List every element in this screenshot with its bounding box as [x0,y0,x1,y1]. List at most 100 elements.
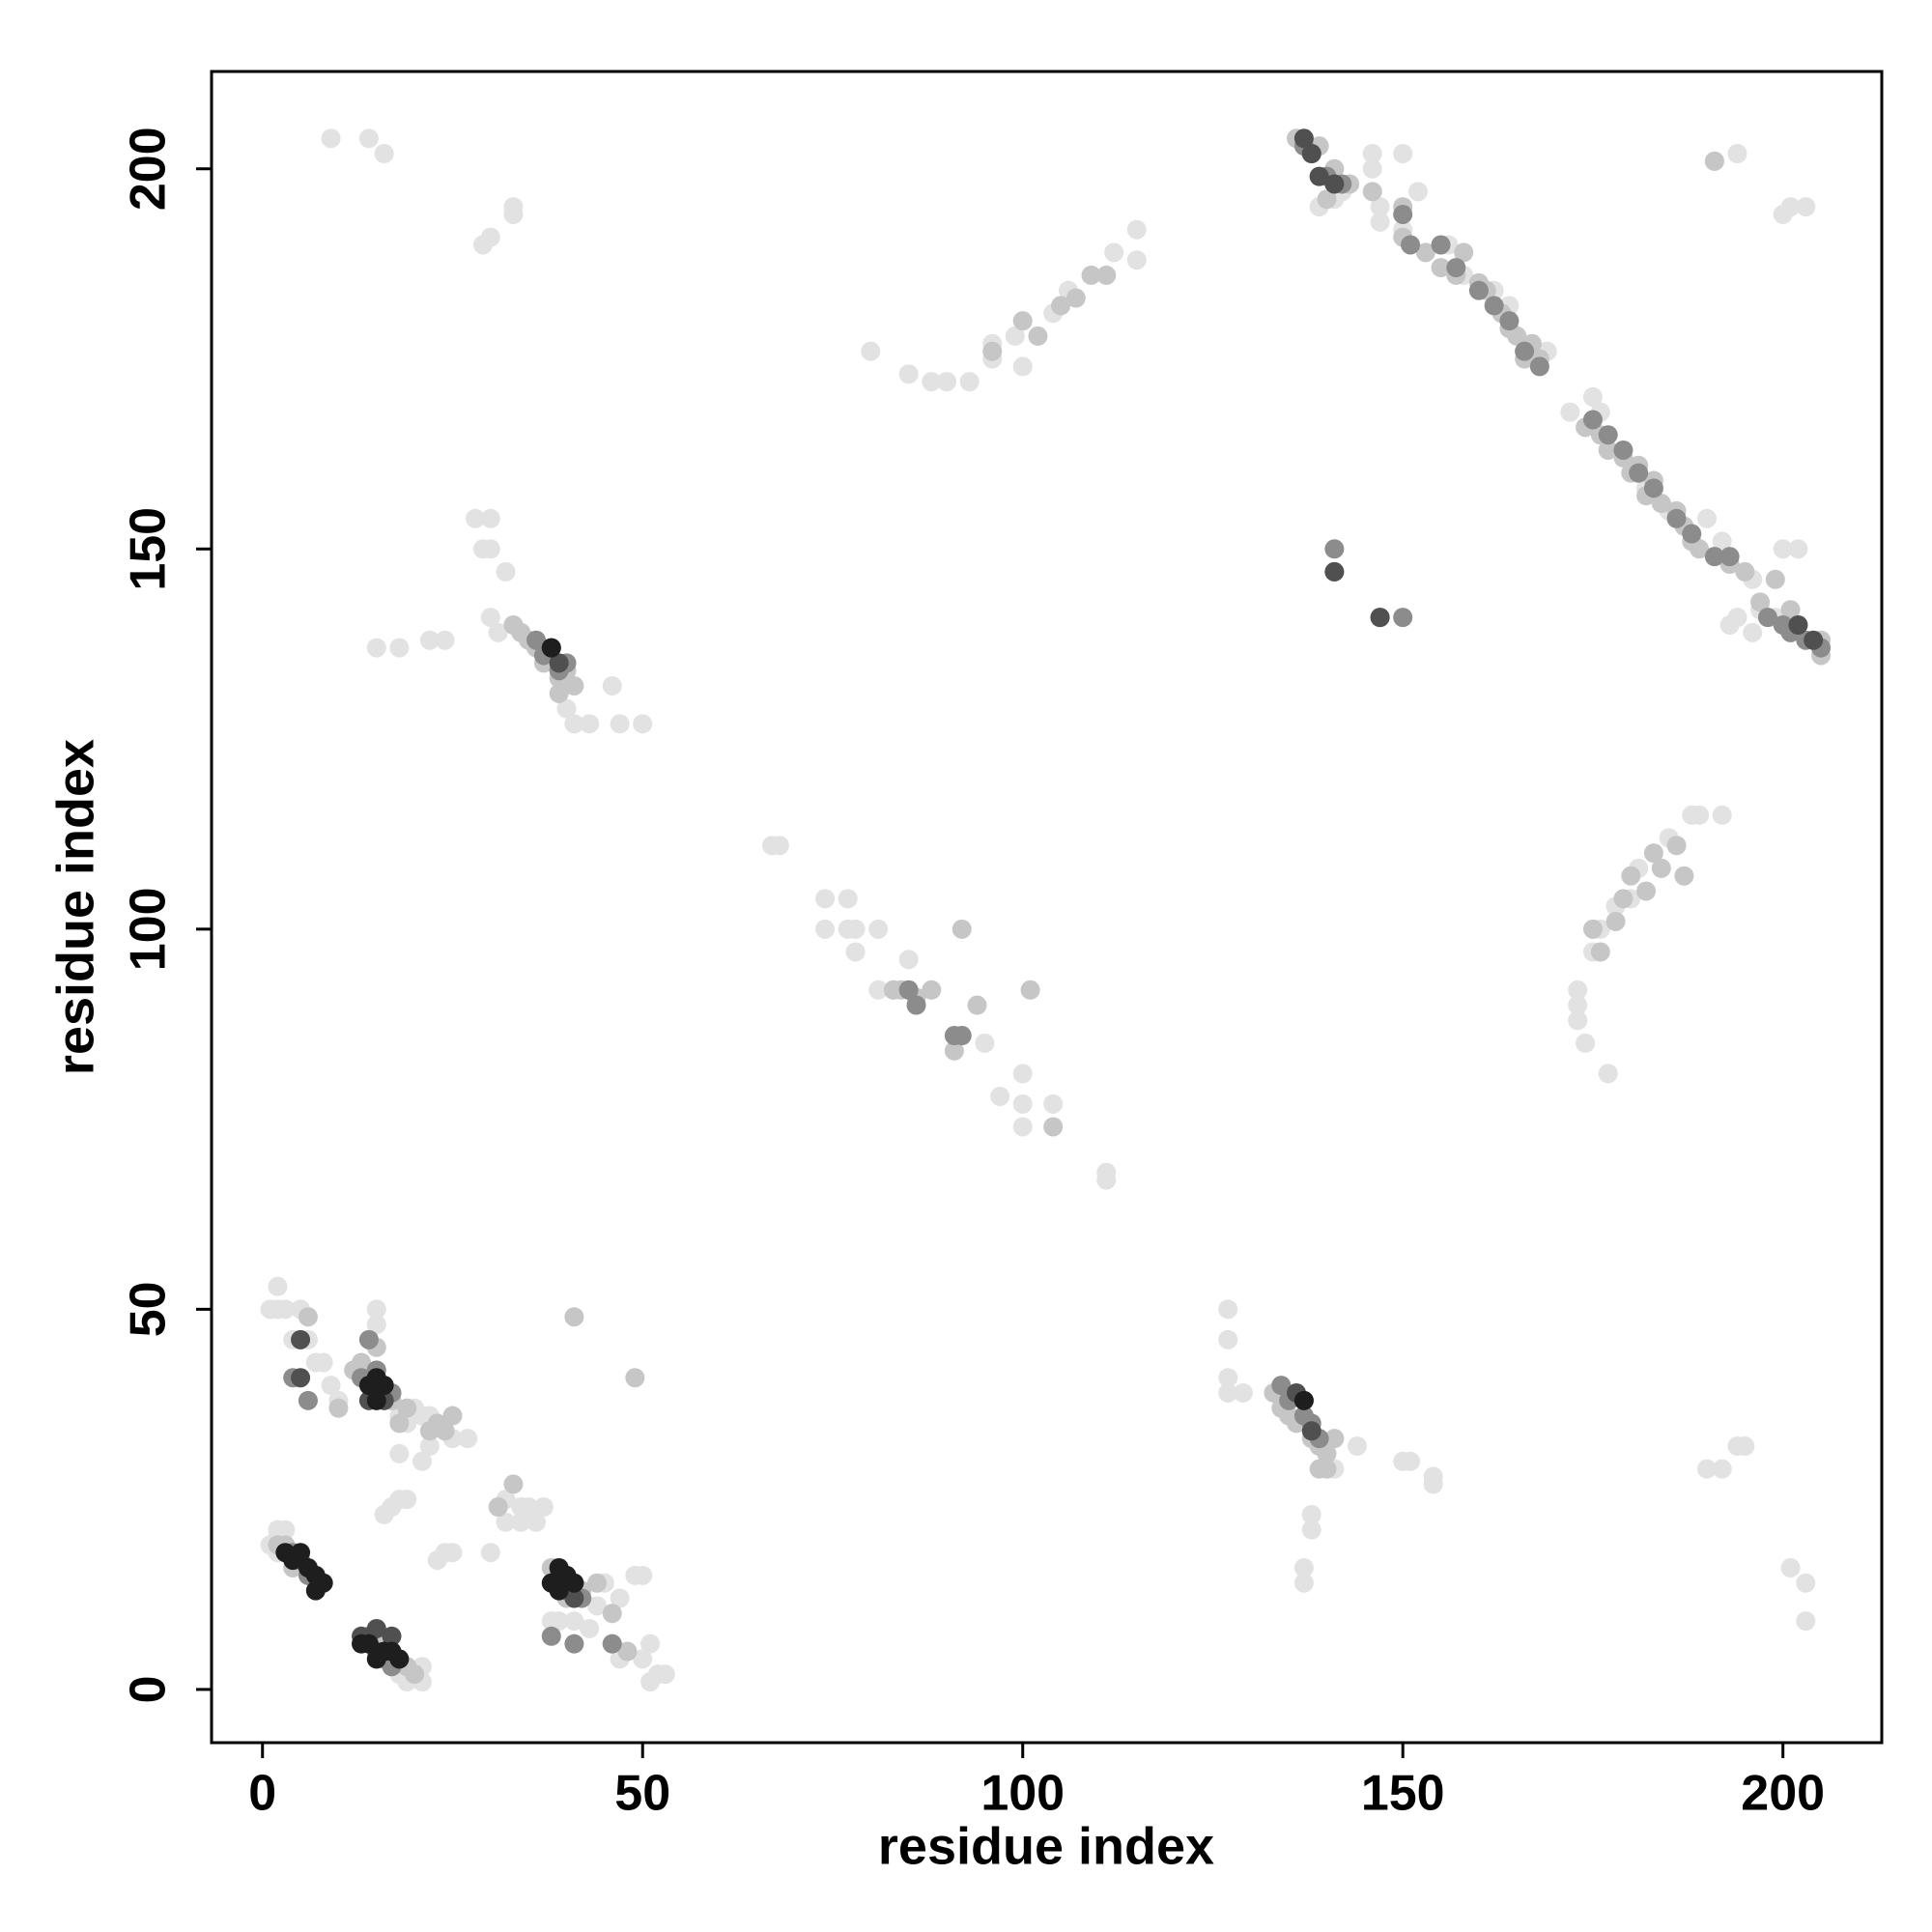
point [1370,197,1390,217]
point [549,1557,569,1577]
point [1218,1299,1238,1320]
point [1582,386,1603,407]
point [389,1443,410,1463]
point [1727,608,1747,628]
point [1324,539,1345,559]
point [1696,508,1717,528]
point [587,1596,607,1616]
point [1393,204,1413,224]
point [503,1474,524,1494]
point [419,630,440,650]
point [633,1649,653,1669]
point [1582,919,1603,939]
point [1704,151,1724,171]
point [587,1573,607,1593]
point [580,1618,600,1638]
point [1727,144,1747,164]
point [496,1512,516,1532]
point [1012,311,1033,331]
point [275,1299,296,1320]
point [366,1299,386,1320]
point [1796,1611,1816,1632]
point [442,1543,463,1563]
point [1012,356,1033,377]
point [389,638,410,658]
point [883,980,903,1000]
point [1788,539,1808,559]
point [1301,144,1321,164]
point [1028,326,1048,346]
point [1804,630,1824,650]
point [503,197,524,217]
x-tick-label: 200 [1741,1766,1825,1822]
point [1126,219,1147,240]
point [511,1512,531,1532]
point [275,1520,296,1540]
point [1666,836,1687,856]
point [549,653,569,673]
point [1735,1436,1755,1457]
point [366,1618,386,1638]
point [1507,326,1527,346]
point [952,1026,972,1046]
point [1362,182,1382,202]
point [1317,189,1337,210]
point [533,1497,554,1518]
point [1407,182,1428,202]
point [944,1040,964,1061]
point [845,919,866,939]
point [549,683,569,703]
point [291,1329,311,1350]
point [898,364,919,384]
point [1020,980,1040,1000]
point [655,1664,675,1685]
point [389,1413,410,1434]
point [959,372,980,392]
point [1293,1557,1314,1577]
point [1643,478,1663,498]
point [640,1634,661,1654]
y-tick-label: 150 [121,507,177,591]
point [1370,212,1390,232]
point [1750,592,1771,612]
plot-frame [210,70,1884,1745]
point [1401,1451,1421,1471]
point [313,1573,333,1593]
point [298,1390,318,1410]
point [305,1352,326,1373]
point [1317,1459,1337,1479]
point [564,1573,584,1593]
point [549,1580,569,1601]
point [633,1565,653,1585]
point [1218,1368,1238,1388]
point [412,1451,432,1471]
point [1757,608,1777,628]
point [1431,258,1451,278]
point [1393,608,1413,628]
point [1324,174,1345,194]
point [1712,805,1732,825]
point [389,1649,410,1669]
point [975,1033,995,1053]
point [358,1634,379,1654]
point [1126,250,1147,270]
point [358,128,379,149]
point [1796,1573,1816,1593]
point [1324,1429,1345,1449]
point [321,128,341,149]
point [1293,1573,1314,1593]
point [260,1299,280,1320]
point [1666,508,1687,528]
y-axis-label: residue index [46,739,104,1075]
point [374,1504,394,1524]
point [1423,1466,1443,1487]
y-tick-label: 50 [121,1281,177,1337]
point [1529,356,1549,377]
point [1674,866,1694,886]
point [1765,569,1785,589]
point [1568,995,1588,1015]
point [922,980,942,1000]
point [769,836,789,856]
point [610,714,630,734]
